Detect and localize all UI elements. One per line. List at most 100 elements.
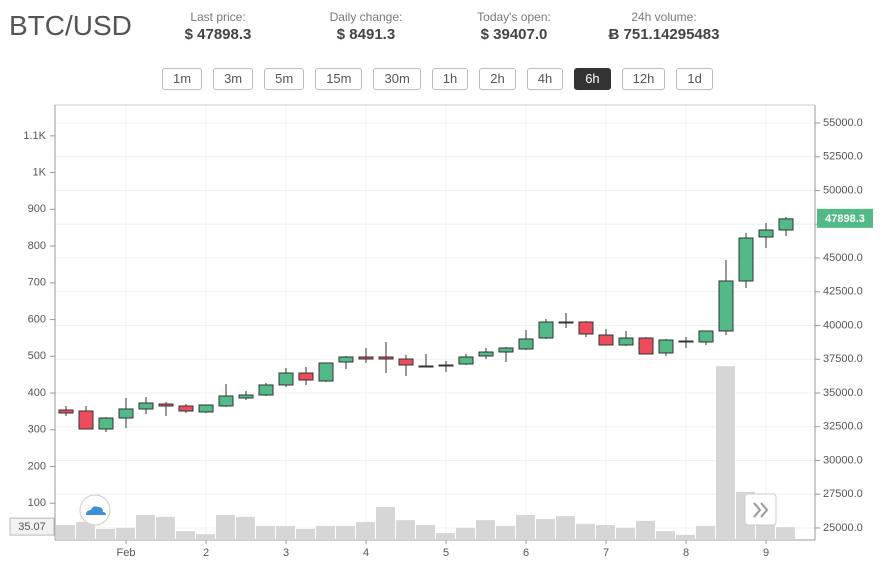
volume-bar	[716, 366, 735, 540]
volume-bar	[496, 526, 515, 540]
candle-body	[78, 410, 94, 430]
interval-button[interactable]: 4h	[526, 68, 564, 90]
candle-body	[618, 337, 634, 346]
interval-buttons: 1m 3m 5m 15m 30m 1h 2h 4h 6h 12h 1d	[162, 68, 713, 90]
volume-bar	[176, 531, 195, 540]
candle-body	[778, 218, 794, 231]
volume-bar	[116, 527, 135, 540]
x-tick-label: 5	[443, 547, 449, 559]
candle-body	[418, 365, 434, 368]
interval-button[interactable]: 2h	[479, 68, 516, 90]
volume-tick-label: 800	[28, 240, 46, 252]
volume-bar	[336, 526, 355, 540]
candle-body	[158, 403, 174, 407]
candle-body	[218, 395, 234, 407]
scroll-icon	[753, 502, 769, 518]
y-tick-label: 42500.0	[823, 286, 863, 298]
volume-bar	[416, 524, 435, 540]
stat-label: 24h volume:	[631, 10, 697, 24]
candle-body	[138, 402, 154, 410]
y-tick-label: 32500.0	[823, 421, 863, 433]
volume-bar	[476, 520, 495, 540]
candle-body	[58, 409, 74, 414]
x-tick-label: 8	[683, 547, 689, 559]
volume-tick-label: 100	[28, 497, 46, 509]
candle-body	[578, 321, 594, 335]
volume-bar	[196, 534, 215, 540]
volume-bar	[296, 528, 315, 540]
x-tick-label: 9	[763, 547, 769, 559]
interval-button[interactable]: 3m	[213, 68, 254, 90]
candle-body	[738, 237, 754, 282]
candle-body	[458, 356, 474, 365]
volume-bar	[216, 515, 235, 540]
volume-bar	[156, 516, 175, 540]
candle-body	[538, 321, 554, 339]
cloud-icon	[86, 506, 106, 515]
y-tick-label: 30000.0	[823, 454, 863, 466]
stat-value: $ 39407.0	[480, 26, 548, 43]
volume-bar	[776, 527, 795, 540]
volume-bar	[636, 520, 655, 540]
volume-tick-label: 1K	[33, 167, 47, 179]
interval-button[interactable]: 12h	[621, 68, 666, 90]
candle-body	[398, 358, 414, 366]
volume-bar	[96, 528, 115, 540]
volume-bar	[276, 526, 295, 540]
y-tick-label: 45000.0	[823, 252, 863, 264]
candle-body	[378, 356, 394, 360]
volume-tick-label: 500	[28, 350, 46, 362]
interval-button[interactable]: 1h	[431, 68, 469, 90]
volume-bar	[76, 521, 95, 540]
x-tick-label: 2	[203, 547, 209, 559]
x-tick-label: 3	[283, 547, 289, 559]
candle-body	[178, 405, 194, 412]
volume-tick-label: 200	[28, 460, 46, 472]
candle-body	[198, 404, 214, 413]
volume-bar	[356, 521, 375, 540]
interval-button[interactable]: 1m	[162, 68, 203, 90]
last-price-label: 47898.3	[825, 213, 865, 225]
scroll-button[interactable]	[744, 493, 777, 526]
volume-bar	[616, 527, 635, 540]
y-tick-label: 27500.0	[823, 488, 863, 500]
stat-value: $ 47898.3	[184, 26, 252, 43]
interval-button[interactable]: 15m	[315, 68, 363, 90]
candle-body	[678, 340, 694, 343]
interval-button[interactable]: 30m	[373, 68, 421, 90]
x-tick-label: Feb	[117, 547, 136, 559]
volume-bar	[576, 523, 595, 540]
volume-bar	[316, 526, 335, 540]
volume-bar	[376, 506, 395, 540]
candle-body	[238, 394, 254, 399]
interval-button[interactable]: 1d	[676, 68, 713, 90]
candle-body	[478, 351, 494, 357]
y-tick-label: 52500.0	[823, 151, 863, 163]
stat-label: Last price:	[190, 10, 246, 24]
interval-button[interactable]: 6h	[574, 68, 611, 90]
y-tick-label: 50000.0	[823, 184, 863, 196]
stat-value: $ 8491.3	[336, 26, 396, 43]
last-volume-label: 35.07	[18, 521, 46, 533]
y-tick-label: 40000.0	[823, 319, 863, 331]
volume-tick-label: 700	[28, 277, 46, 289]
volume-bar	[396, 520, 415, 540]
candle-body	[518, 338, 534, 350]
grid	[55, 105, 815, 540]
volume-bar	[676, 534, 695, 540]
stat: Daily change: $ 8491.3	[286, 10, 446, 43]
volume-bar	[136, 515, 155, 540]
cloud-button[interactable]	[79, 494, 111, 526]
y-tick-label: 37500.0	[823, 353, 863, 365]
candle-body	[338, 356, 354, 363]
stat: Today's open: $ 39407.0	[434, 10, 594, 43]
y-tick-label: 25000.0	[823, 522, 863, 534]
y-tick-label: 55000.0	[823, 117, 863, 129]
candle-body	[718, 280, 734, 332]
volume-bar	[656, 531, 675, 540]
candle-body	[638, 337, 654, 355]
interval-button[interactable]: 5m	[264, 68, 305, 90]
volume-bar	[536, 519, 555, 540]
